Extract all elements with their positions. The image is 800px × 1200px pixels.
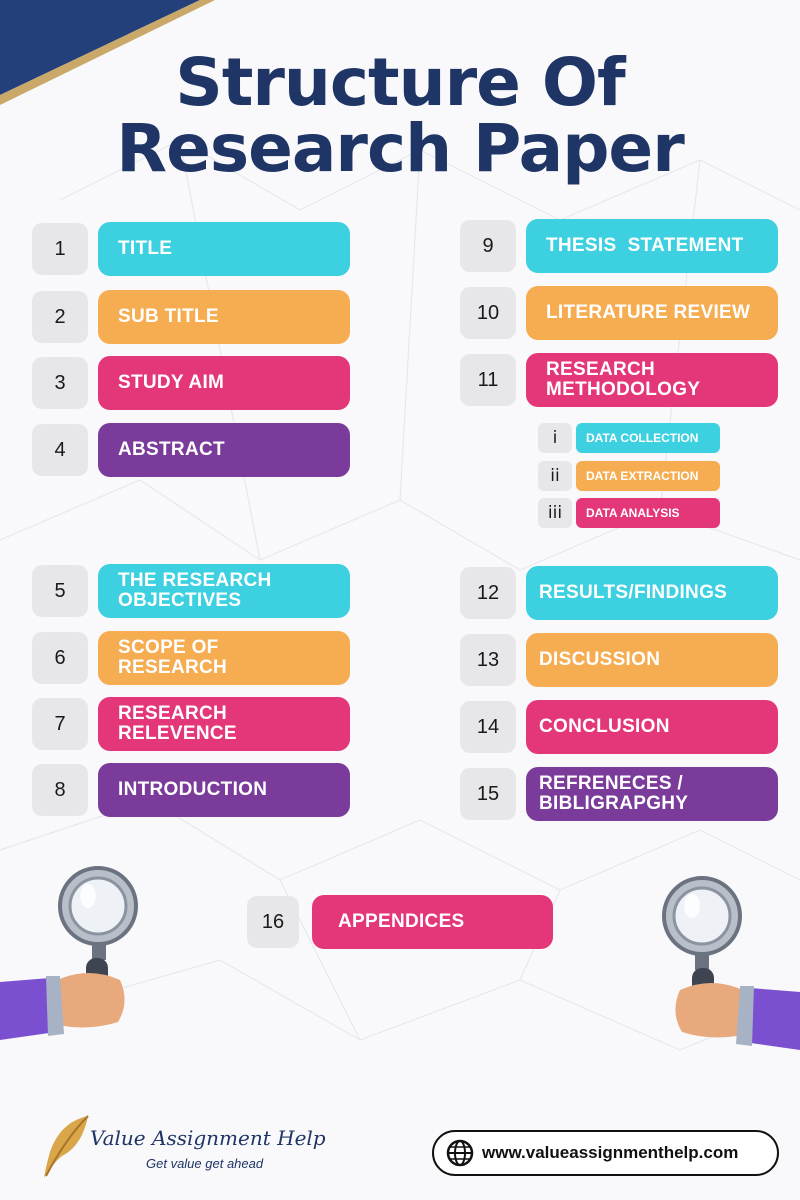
sub-number-iii: iii — [538, 498, 572, 528]
sub-number-ii: ii — [538, 461, 572, 491]
globe-icon — [446, 1139, 474, 1167]
step-pill-conclusion: CONCLUSION — [526, 700, 778, 754]
step-number-9: 9 — [460, 220, 516, 272]
corner-decoration — [0, 0, 215, 105]
step-number-15: 15 — [460, 768, 516, 820]
step-number-8: 8 — [32, 764, 88, 816]
step-pill-title: TITLE — [98, 222, 350, 276]
step-number-5: 5 — [32, 565, 88, 617]
step-pill-study-aim: STUDY AIM — [98, 356, 350, 410]
step-pill-results-findings: RESULTS/FINDINGS — [526, 566, 778, 620]
sub-pill-data-extraction: DATA EXTRACTION — [576, 461, 720, 491]
website-url[interactable]: www.valueassignmenthelp.com — [482, 1143, 739, 1162]
step-number-13: 13 — [460, 634, 516, 686]
sub-number-i: i — [538, 423, 572, 453]
step-pill-research-methodology: RESEARCH METHODOLOGY — [526, 353, 778, 407]
step-number-16: 16 — [247, 896, 299, 948]
step-pill-research-objectives: THE RESEARCH OBJECTIVES — [98, 564, 350, 618]
step-pill-abstract: ABSTRACT — [98, 423, 350, 477]
quill-logo-icon — [44, 1115, 89, 1178]
brand-tagline: Get value get ahead — [146, 1156, 264, 1171]
page-title-line2: Research Paper — [116, 110, 685, 187]
step-number-2: 2 — [32, 291, 88, 343]
step-pill-sub-title: SUB TITLE — [98, 290, 350, 344]
website-link[interactable]: www.valueassignmenthelp.com — [432, 1130, 779, 1176]
step-number-6: 6 — [32, 632, 88, 684]
step-pill-discussion: DISCUSSION — [526, 633, 778, 687]
step-pill-appendices: APPENDICES — [312, 895, 553, 949]
step-number-4: 4 — [32, 424, 88, 476]
step-pill-references-bibliography: REFRENECES / BIBLIGRAPGHY — [526, 767, 778, 821]
step-number-1: 1 — [32, 223, 88, 275]
brand-name: Value Assignment Help — [90, 1126, 326, 1150]
step-number-7: 7 — [32, 698, 88, 750]
magnifying-glass-icon — [0, 866, 138, 1040]
step-number-14: 14 — [460, 701, 516, 753]
page-title-line1: Structure Of — [175, 44, 625, 121]
step-number-11: 11 — [460, 354, 516, 406]
step-number-12: 12 — [460, 567, 516, 619]
brand-logo: Value Assignment Help Get value get ahea… — [40, 1112, 340, 1182]
step-number-3: 3 — [32, 357, 88, 409]
step-pill-research-relevence: RESEARCH RELEVENCE — [98, 697, 350, 751]
step-pill-scope-of-research: SCOPE OF RESEARCH — [98, 631, 350, 685]
sub-pill-data-analysis: DATA ANALYSIS — [576, 498, 720, 528]
sub-pill-data-collection: DATA COLLECTION — [576, 423, 720, 453]
step-number-10: 10 — [460, 287, 516, 339]
step-pill-thesis-statement: THESIS STATEMENT — [526, 219, 778, 273]
step-pill-introduction: INTRODUCTION — [98, 763, 350, 817]
step-pill-literature-review: LITERATURE REVIEW — [526, 286, 778, 340]
magnifying-glass-icon — [662, 876, 800, 1050]
